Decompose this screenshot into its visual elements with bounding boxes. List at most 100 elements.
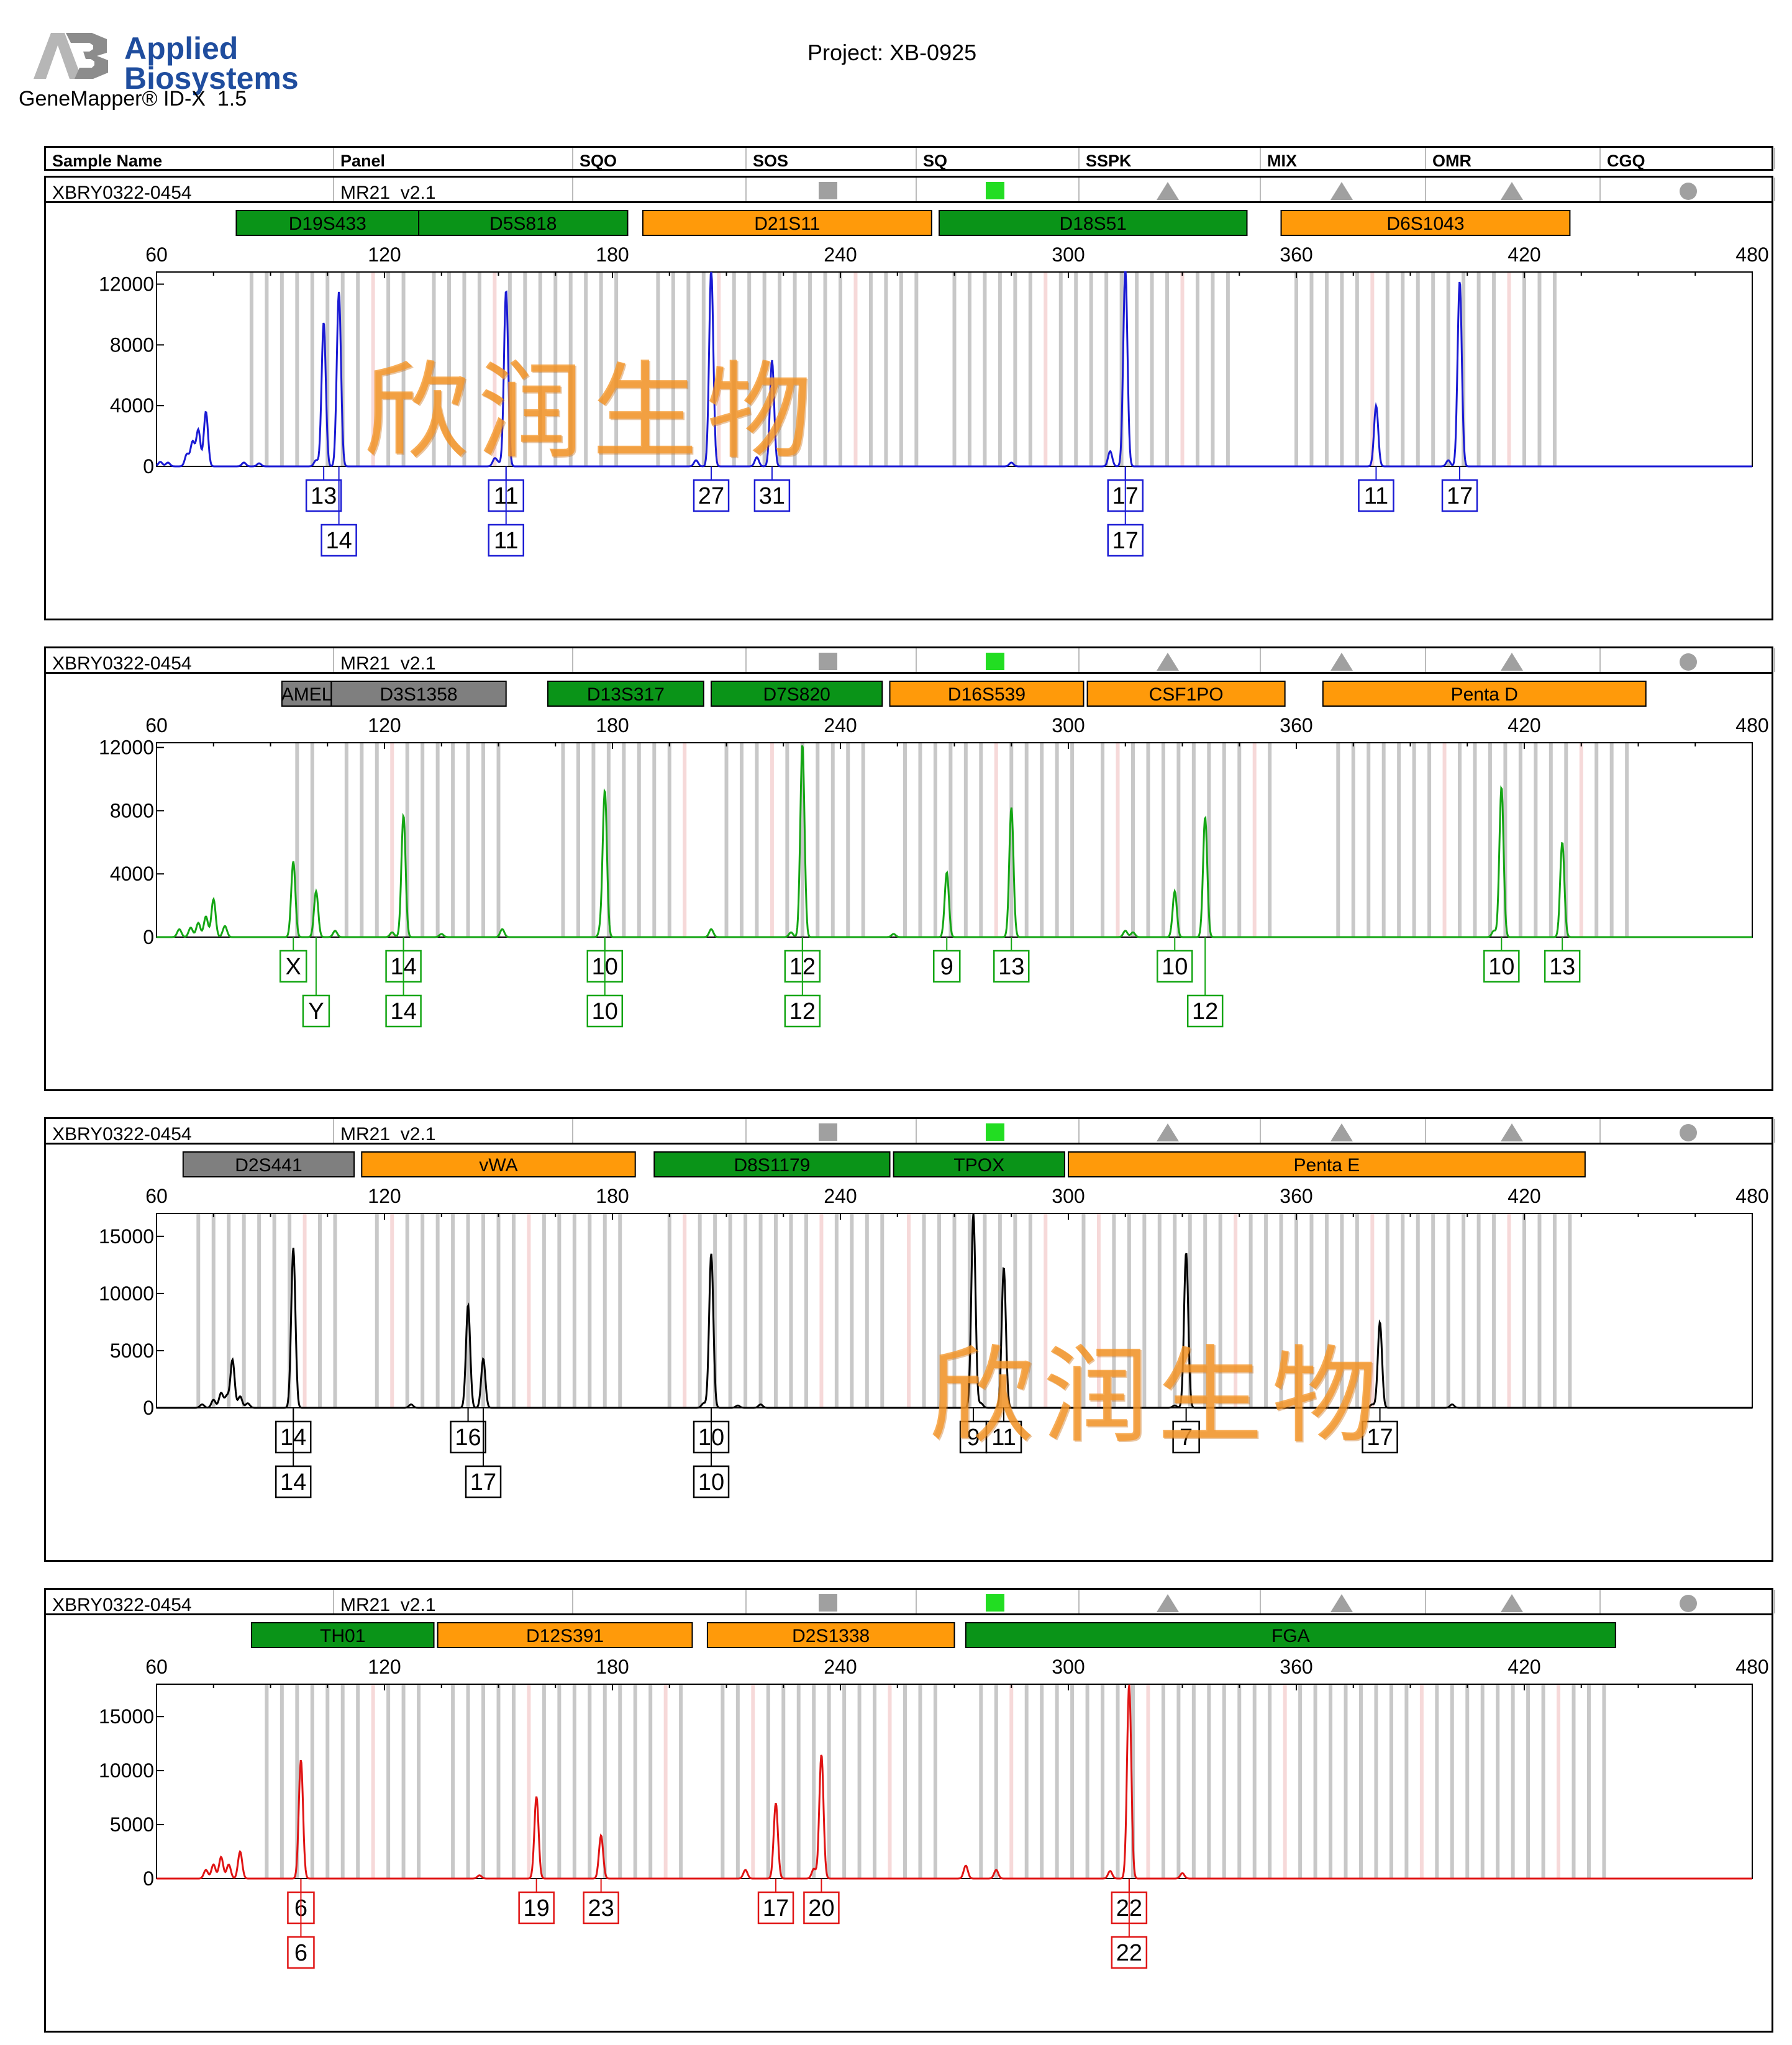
locus-marker-d16s539[interactable]: D16S539: [889, 681, 1085, 707]
locus-marker-box[interactable]: [893, 1151, 1065, 1177]
locus-marker-d18s51[interactable]: D18S51: [939, 210, 1248, 236]
locus-marker-d7s820[interactable]: D7S820: [711, 681, 883, 707]
column-header-sample-name[interactable]: Sample Name: [46, 148, 334, 170]
locus-marker-box[interactable]: [939, 210, 1248, 236]
sample-row[interactable]: XBRY0322-0454 MR21 v2.1: [44, 1588, 1775, 1615]
locus-marker-csf1po[interactable]: CSF1PO: [1086, 681, 1286, 707]
locus-marker-box[interactable]: [182, 1151, 355, 1177]
locus-marker-d2s1338[interactable]: D2S1338: [706, 1622, 955, 1648]
locus-marker-d21s11[interactable]: D21S11: [642, 210, 932, 236]
allele-label-box[interactable]: [321, 524, 357, 557]
sq-status-icon[interactable]: [983, 1594, 1007, 1613]
sspk-status-icon[interactable]: [1155, 1123, 1180, 1142]
allele-label-box[interactable]: [287, 1936, 315, 1969]
locus-marker-box[interactable]: [706, 1622, 955, 1648]
allele-label-box[interactable]: [1172, 1420, 1200, 1454]
allele-label-box[interactable]: [305, 479, 342, 512]
column-header-cgq[interactable]: CGQ: [1601, 148, 1775, 170]
sqo-status-icon[interactable]: [816, 182, 840, 201]
locus-marker-d8s1179[interactable]: D8S1179: [653, 1151, 891, 1177]
cgq-status-icon[interactable]: [1676, 182, 1701, 201]
allele-label-box[interactable]: [586, 994, 624, 1028]
sample-row[interactable]: XBRY0322-0454 MR21 v2.1: [44, 646, 1775, 674]
column-header-omr[interactable]: OMR: [1426, 148, 1601, 170]
sspk-status-icon[interactable]: [1155, 182, 1180, 201]
sspk-status-icon[interactable]: [1155, 653, 1180, 671]
allele-label-box[interactable]: [1157, 950, 1193, 983]
locus-marker-box[interactable]: [330, 681, 507, 707]
allele-label-box[interactable]: [1186, 994, 1224, 1028]
allele-label-box[interactable]: [1362, 1420, 1398, 1454]
sspk-status-icon[interactable]: [1155, 1594, 1180, 1613]
locus-marker-box[interactable]: [547, 681, 704, 707]
allele-label-box[interactable]: [518, 1891, 555, 1925]
column-header-panel[interactable]: Panel: [334, 148, 573, 170]
omr-status-icon[interactable]: [1499, 182, 1524, 201]
allele-label-box[interactable]: [1111, 1936, 1148, 1969]
allele-label-box[interactable]: [583, 1891, 619, 1925]
allele-label-box[interactable]: [1107, 524, 1144, 557]
locus-marker-tpox[interactable]: TPOX: [893, 1151, 1065, 1177]
locus-marker-box[interactable]: [653, 1151, 891, 1177]
sq-status-icon[interactable]: [983, 1123, 1007, 1142]
allele-label-box[interactable]: [803, 1891, 840, 1925]
allele-label-box[interactable]: [1544, 950, 1581, 983]
column-header-sos[interactable]: SOS: [747, 148, 917, 170]
locus-marker-box[interactable]: [418, 210, 629, 236]
mix-status-icon[interactable]: [1329, 182, 1354, 201]
allele-label-box[interactable]: [933, 950, 961, 983]
allele-label-box[interactable]: [450, 1420, 486, 1454]
locus-marker-box[interactable]: [1068, 1151, 1586, 1177]
allele-label-box[interactable]: [753, 479, 791, 512]
locus-marker-box[interactable]: [250, 1622, 435, 1648]
omr-status-icon[interactable]: [1499, 653, 1524, 671]
locus-marker-d5s818[interactable]: D5S818: [418, 210, 629, 236]
omr-status-icon[interactable]: [1499, 1123, 1524, 1142]
locus-marker-penta-d[interactable]: Penta D: [1322, 681, 1647, 707]
sq-status-icon[interactable]: [983, 653, 1007, 671]
locus-marker-d12s391[interactable]: D12S391: [437, 1622, 693, 1648]
sample-row[interactable]: XBRY0322-0454 MR21 v2.1: [44, 1117, 1775, 1145]
locus-marker-d6s1043[interactable]: D6S1043: [1280, 210, 1571, 236]
locus-marker-fga[interactable]: FGA: [965, 1622, 1616, 1648]
locus-marker-box[interactable]: [361, 1151, 636, 1177]
sample-row[interactable]: XBRY0322-0454 MR21 v2.1: [44, 176, 1775, 203]
locus-marker-d19s433[interactable]: D19S433: [235, 210, 420, 236]
mix-status-icon[interactable]: [1329, 653, 1354, 671]
allele-label-box[interactable]: [465, 1465, 502, 1499]
cgq-status-icon[interactable]: [1676, 1123, 1701, 1142]
locus-marker-th01[interactable]: TH01: [250, 1622, 435, 1648]
locus-marker-box[interactable]: [437, 1622, 693, 1648]
sqo-status-icon[interactable]: [816, 1594, 840, 1613]
locus-marker-d2s441[interactable]: D2S441: [182, 1151, 355, 1177]
allele-label-box[interactable]: [693, 479, 730, 512]
locus-marker-box[interactable]: [1322, 681, 1647, 707]
mix-status-icon[interactable]: [1329, 1594, 1354, 1613]
allele-label-box[interactable]: [693, 1465, 730, 1499]
locus-marker-box[interactable]: [281, 681, 332, 707]
allele-label-box[interactable]: [1358, 479, 1394, 512]
locus-marker-box[interactable]: [642, 210, 932, 236]
omr-status-icon[interactable]: [1499, 1594, 1524, 1613]
allele-label-box[interactable]: [1483, 950, 1520, 983]
locus-marker-box[interactable]: [235, 210, 420, 236]
allele-label-box[interactable]: [959, 1420, 988, 1454]
allele-label-box[interactable]: [1441, 479, 1478, 512]
allele-label-box[interactable]: [993, 950, 1030, 983]
locus-marker-amel[interactable]: AMEL: [281, 681, 332, 707]
column-header-sqo[interactable]: SQO: [573, 148, 747, 170]
locus-marker-box[interactable]: [889, 681, 1085, 707]
cgq-status-icon[interactable]: [1676, 653, 1701, 671]
locus-marker-d3s1358[interactable]: D3S1358: [330, 681, 507, 707]
locus-marker-box[interactable]: [1280, 210, 1571, 236]
locus-marker-penta-e[interactable]: Penta E: [1068, 1151, 1586, 1177]
column-header-sq[interactable]: SQ: [917, 148, 1080, 170]
cgq-status-icon[interactable]: [1676, 1594, 1701, 1613]
allele-label-box[interactable]: [985, 1420, 1022, 1454]
allele-label-box[interactable]: [279, 950, 307, 983]
allele-label-box[interactable]: [302, 994, 330, 1028]
column-header-mix[interactable]: MIX: [1261, 148, 1426, 170]
allele-label-box[interactable]: [275, 1465, 312, 1499]
locus-marker-box[interactable]: [711, 681, 883, 707]
sqo-status-icon[interactable]: [816, 1123, 840, 1142]
